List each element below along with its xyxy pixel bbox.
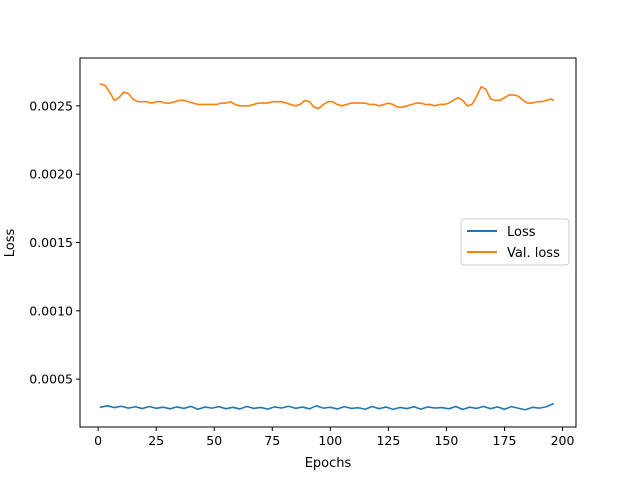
x-axis: 0 25 50 75 100 125 150 175 200 <box>94 427 575 448</box>
x-tick-label: 50 <box>206 433 222 448</box>
x-axis-label: Epochs <box>305 456 352 471</box>
x-tick-label: 25 <box>148 433 164 448</box>
x-tick-label: 75 <box>264 433 280 448</box>
y-tick-label: 0.0015 <box>29 235 73 250</box>
series-line-loss <box>99 402 555 411</box>
y-tick-label: 0.0020 <box>29 167 73 182</box>
x-tick-label: 0 <box>94 433 102 448</box>
series-line-val-loss <box>99 83 555 110</box>
legend-label-val-loss: Val. loss <box>507 246 560 261</box>
x-tick-label: 200 <box>551 433 575 448</box>
legend: Loss Val. loss <box>460 218 570 266</box>
y-axis-label: Loss <box>3 229 18 258</box>
plot-area <box>99 83 555 411</box>
x-tick-label: 100 <box>318 433 342 448</box>
y-tick-label: 0.0010 <box>29 303 73 318</box>
x-tick-label: 150 <box>434 433 458 448</box>
legend-label-loss: Loss <box>507 225 536 240</box>
x-tick-label: 125 <box>376 433 400 448</box>
y-axis: 0.0005 0.0010 0.0015 0.0020 0.0025 <box>29 98 80 387</box>
x-tick-label: 175 <box>493 433 517 448</box>
y-tick-label: 0.0005 <box>29 372 73 387</box>
y-tick-label: 0.0025 <box>29 98 73 113</box>
